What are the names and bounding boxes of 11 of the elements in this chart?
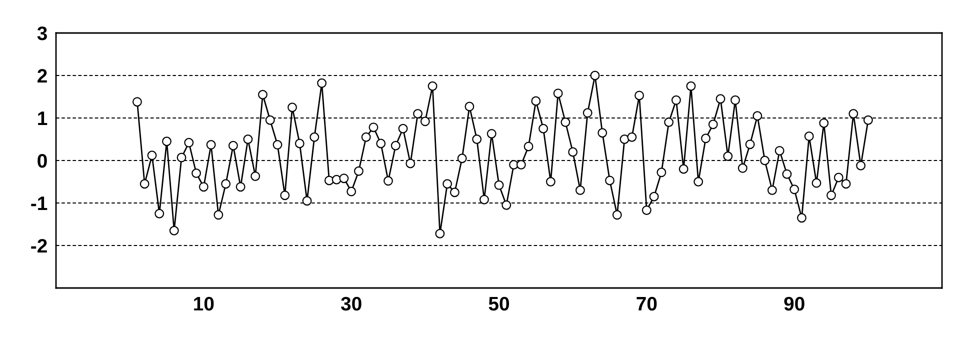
x-tick-label: 90 [784, 296, 804, 311]
y-tick-label: 3 [37, 26, 47, 40]
x-tick-label: 50 [488, 296, 510, 311]
y-tick-label: -2 [31, 238, 47, 253]
y-tick-label: 0 [38, 154, 47, 168]
x-tick-label: 70 [636, 296, 657, 311]
x-tick-label: 10 [194, 296, 214, 311]
y-tick-label: -1 [31, 196, 48, 210]
y-tick-label: 1 [38, 112, 48, 126]
x-tick-label: 30 [340, 296, 362, 311]
y-tick-label: 2 [38, 68, 47, 83]
